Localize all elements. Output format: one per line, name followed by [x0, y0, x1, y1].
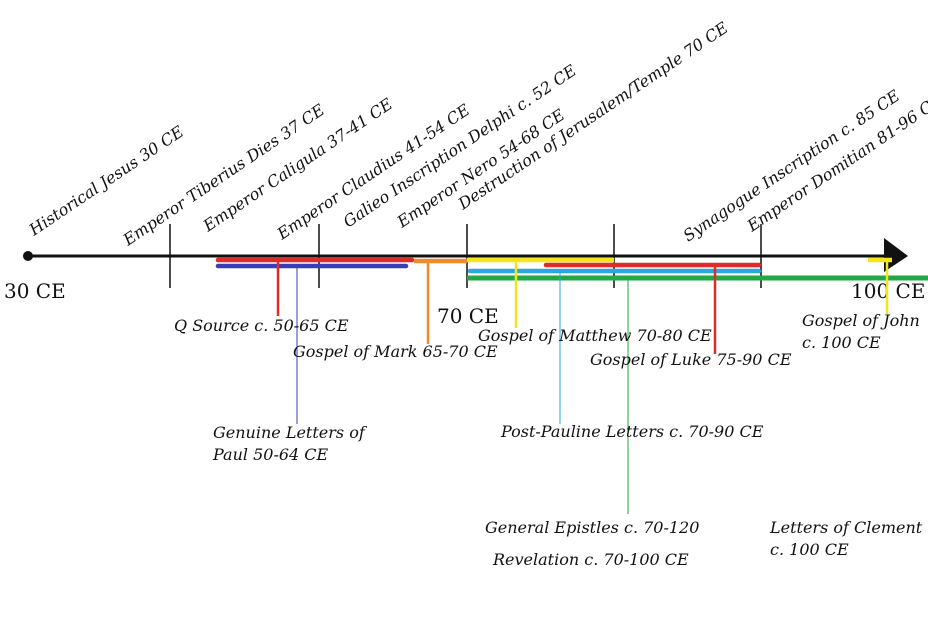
label-clement-line1: Letters of Clement: [769, 518, 923, 537]
event-label-synagogue: Synagogue Inscription c. 85 CE: [680, 86, 904, 245]
label-q-source: Q Source c. 50-65 CE: [174, 316, 349, 335]
axis-label-mid: 70 CE: [437, 304, 499, 328]
axis-start-dot: [23, 251, 33, 261]
axis-arrowhead: [884, 238, 908, 272]
label-mark: Gospel of Mark 65-70 CE: [293, 342, 498, 361]
label-general-epistles: General Epistles c. 70-120: [485, 518, 699, 537]
label-paul-line2: Paul 50-64 CE: [212, 445, 329, 464]
label-john-line2: c. 100 CE: [802, 333, 881, 352]
label-revelation: Revelation c. 70-100 CE: [492, 550, 689, 569]
label-post-pauline: Post-Pauline Letters c. 70-90 CE: [500, 422, 764, 441]
label-paul-line1: Genuine Letters of: [213, 423, 368, 442]
label-john-line1: Gospel of John: [802, 311, 920, 330]
axis-label-start: 30 CE: [4, 279, 66, 303]
label-luke: Gospel of Luke 75-90 CE: [590, 350, 792, 369]
label-clement-line2: c. 100 CE: [770, 540, 849, 559]
event-label-domitian: Emperor Domitian 81-96 CE: [743, 90, 928, 236]
label-matthew: Gospel of Matthew 70-80 CE: [478, 326, 712, 345]
